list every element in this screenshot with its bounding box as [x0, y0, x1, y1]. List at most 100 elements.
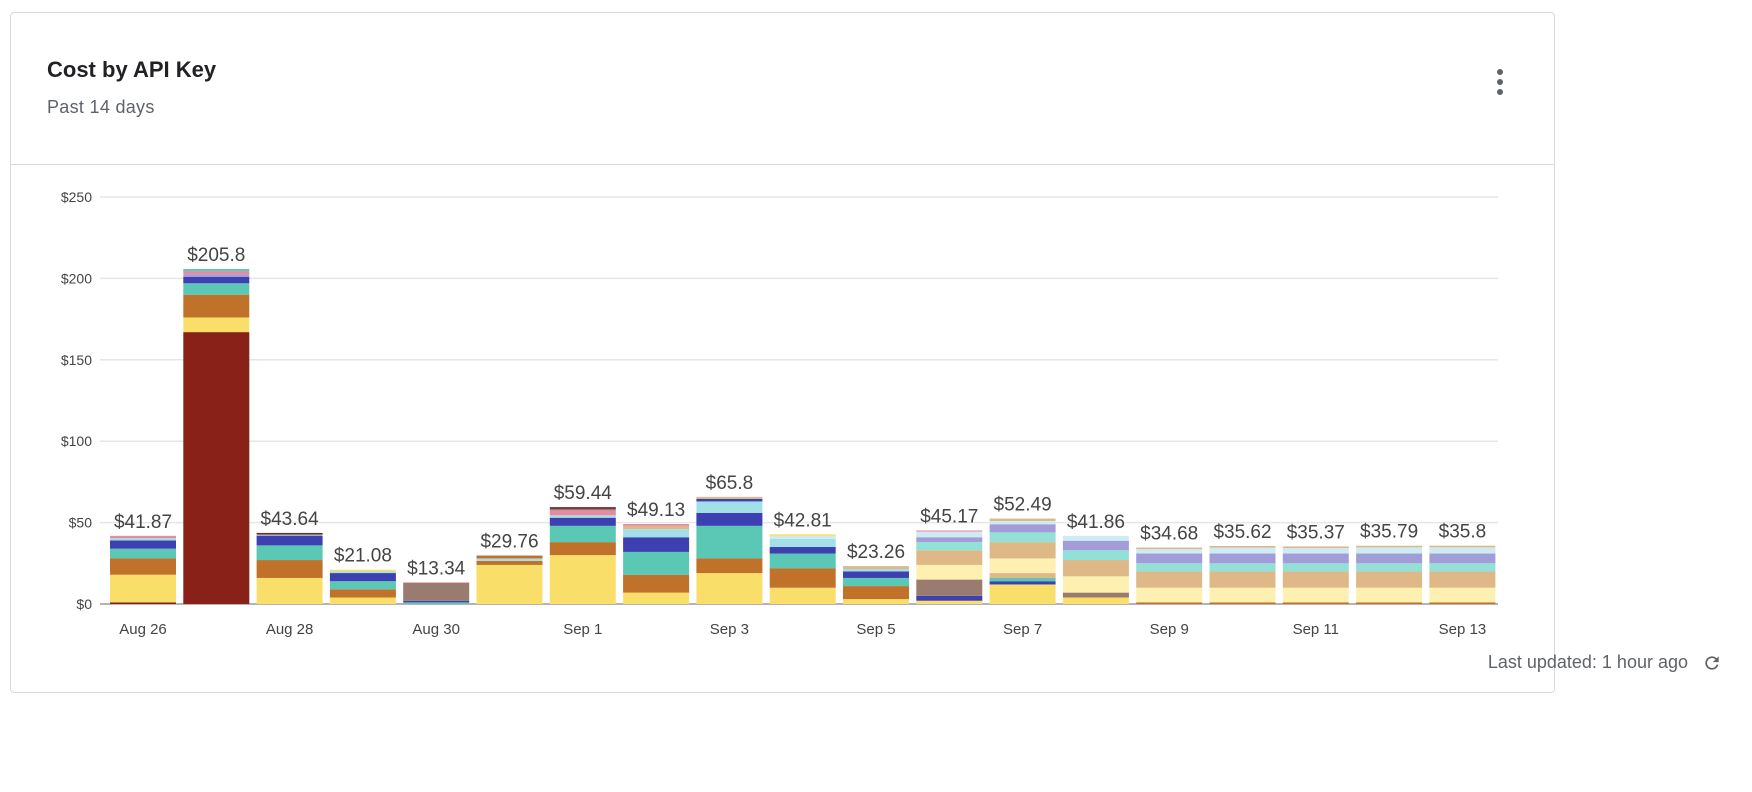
bar-segment: [916, 595, 983, 601]
bar-segment: [916, 579, 983, 596]
bar-segment: [110, 574, 176, 603]
bar-segment: [183, 271, 250, 275]
bar-segment: [843, 586, 909, 600]
bar-segment: [549, 525, 616, 543]
bar-segment: [989, 524, 1056, 533]
bar-segment: [696, 512, 763, 526]
bar-segment: [1136, 547, 1203, 550]
bar-segment: [403, 582, 470, 601]
bar-segment: [403, 582, 470, 583]
bar-segment: [549, 517, 616, 526]
x-tick-label: Sep 13: [1439, 621, 1487, 638]
cost-by-api-key-card: Cost by API Key Past 14 days: [10, 12, 1555, 693]
bar-segment: [256, 535, 323, 546]
bar-segment: [916, 531, 983, 538]
bar-segment: [623, 537, 690, 552]
bar-segment: [183, 274, 250, 277]
bar-segment: [256, 532, 323, 535]
bar-segment: [769, 553, 836, 569]
bar-segment: [1356, 587, 1423, 603]
x-tick-label: Sep 9: [1150, 621, 1189, 638]
bar-segment: [1209, 571, 1276, 588]
bar-segment: [1136, 587, 1203, 603]
bar-segment: [329, 571, 396, 574]
bar-segment: [1136, 602, 1203, 604]
bar-total-label: $23.26: [847, 542, 905, 563]
bar-segment: [110, 540, 176, 549]
bar-segment: [549, 508, 616, 511]
bar-segment: [329, 569, 396, 572]
bar-total-label: $59.44: [554, 483, 613, 504]
bar-segment: [1282, 563, 1349, 572]
bar-segment: [1356, 571, 1423, 588]
bar-segment: [696, 501, 763, 513]
bar-segment: [1136, 553, 1203, 564]
bar-segment: [1062, 550, 1129, 561]
bar-segment: [1209, 602, 1276, 604]
bar-segment: [1209, 587, 1276, 603]
bar-total-label: $35.37: [1287, 522, 1345, 543]
x-tick-label: Sep 5: [856, 621, 895, 638]
x-tick-label: Sep 11: [1293, 621, 1339, 638]
bar-segment: [183, 268, 250, 272]
bar-segment: [110, 548, 176, 559]
bar-segment: [696, 525, 763, 559]
bar-segment: [549, 515, 616, 518]
bar-segment: [623, 524, 690, 526]
bar-segment: [549, 507, 616, 509]
bar-segment: [1282, 553, 1349, 564]
bar-segment: [843, 599, 909, 604]
card-title: Cost by API Key: [47, 57, 217, 82]
x-tick-label: Sep 3: [710, 621, 749, 638]
bar-total-label: $29.76: [480, 532, 538, 553]
bar-segment: [403, 602, 470, 604]
bar-total-label: $45.17: [920, 506, 978, 527]
bar-segment: [110, 538, 176, 541]
bar-segment: [1356, 553, 1423, 564]
bar-segment: [403, 600, 470, 603]
bar-segment: [1356, 563, 1423, 572]
bar-segment: [843, 568, 909, 572]
bar-total-label: $41.87: [114, 512, 172, 533]
bar-segment: [329, 573, 396, 582]
bar-segment: [1282, 571, 1349, 588]
bar-segment: [1062, 535, 1129, 541]
bar-segment: [1356, 602, 1423, 604]
bar-total-label: $52.49: [994, 495, 1052, 516]
card-subtitle: Past 14 days: [47, 97, 155, 117]
bar-segment: [916, 542, 983, 551]
bar-segment: [549, 542, 616, 556]
bar-segment: [1356, 545, 1423, 548]
bar-segment: [769, 538, 836, 548]
y-tick-label: $0: [76, 596, 92, 612]
bar-total-label: $43.64: [261, 509, 320, 530]
bar-total-label: $35.79: [1360, 522, 1418, 543]
bar-segment: [110, 558, 176, 575]
bar-segment: [476, 560, 543, 565]
bar-segment: [989, 542, 1056, 559]
bar-total-label: $41.86: [1067, 512, 1125, 533]
bar-total-label: $49.13: [627, 500, 685, 521]
bar-segment: [1356, 547, 1423, 554]
bar-segment: [989, 577, 1056, 582]
bar-segment: [843, 571, 909, 578]
bar-segment: [256, 534, 323, 536]
refresh-icon[interactable]: [1702, 653, 1722, 673]
bar-segment: [1429, 587, 1496, 603]
bar-segment: [769, 547, 836, 554]
bar-segment: [256, 545, 323, 561]
bar-segment: [329, 589, 396, 598]
bar-segment: [1282, 587, 1349, 603]
bar-segment: [769, 535, 836, 539]
bar-segment: [1429, 545, 1496, 548]
bar-segment: [476, 555, 543, 559]
bar-segment: [989, 532, 1056, 543]
bar-total-label: $35.8: [1439, 522, 1487, 543]
more-vert-icon[interactable]: [1494, 69, 1506, 103]
bar-segment: [1282, 548, 1349, 554]
bar-segment: [329, 597, 396, 604]
bar-segment: [916, 530, 983, 532]
y-tick-label: $150: [61, 352, 92, 368]
bar-segment: [110, 535, 176, 539]
